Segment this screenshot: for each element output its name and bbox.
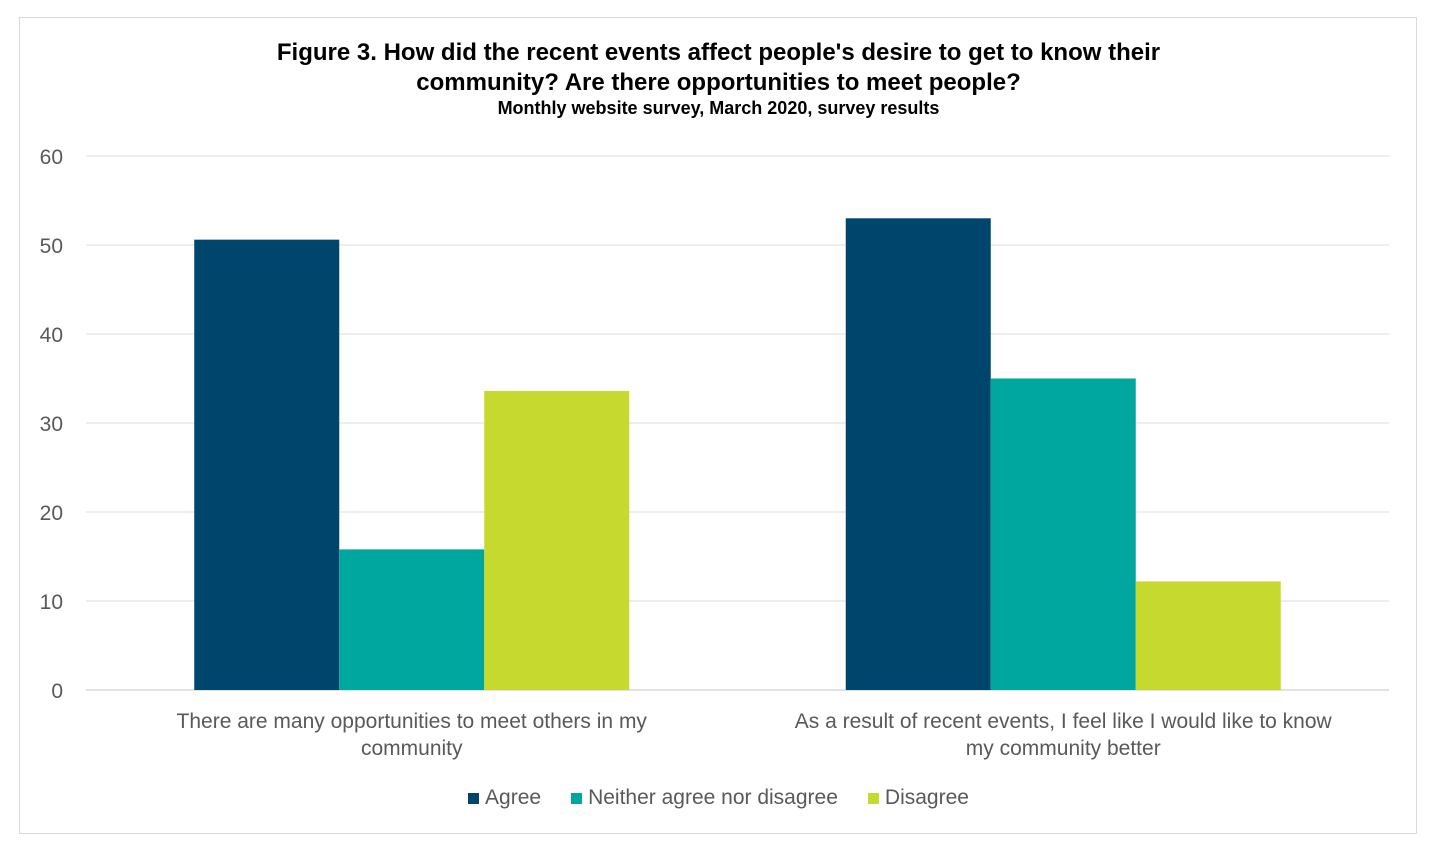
x-category-label: my community better: [966, 737, 1161, 760]
x-category-label: community: [361, 737, 463, 760]
y-tick-label: 10: [40, 591, 63, 614]
legend-swatch-agree: [468, 792, 480, 804]
y-tick-label: 0: [51, 680, 63, 703]
x-category-label: As a result of recent events, I feel lik…: [795, 710, 1333, 733]
legend-item-agree: Agree: [468, 786, 541, 810]
legend-swatch-neither: [571, 792, 583, 804]
x-category-label: There are many opportunities to meet oth…: [177, 710, 648, 733]
bar-agree: [194, 239, 340, 690]
legend-item-neither: Neither agree nor disagree: [571, 786, 838, 810]
chart-title-line-2: community? Are there opportunities to me…: [416, 69, 1021, 96]
y-tick-label: 40: [40, 324, 63, 347]
bar-neither-agree-nor-disagree: [990, 378, 1136, 690]
y-tick-label: 20: [40, 502, 63, 525]
chart-subtitle: Monthly website survey, March 2020, surv…: [497, 98, 940, 118]
legend-label-agree: Agree: [485, 786, 542, 809]
bar-neither-agree-nor-disagree: [339, 549, 485, 690]
x-axis-category-labels: There are many opportunities to meet oth…: [177, 710, 1333, 760]
legend-swatch-disagree: [867, 792, 879, 804]
y-tick-label: 50: [40, 235, 63, 258]
y-axis-tick-labels: 0 10 20 30 40 50 60: [40, 146, 63, 703]
legend-label-disagree: Disagree: [884, 786, 969, 809]
bar-disagree: [484, 390, 630, 690]
y-tick-label: 30: [40, 413, 63, 436]
chart-legend: Agree Neither agree nor disagree Disagre…: [0, 786, 1437, 810]
bar-disagree: [1135, 581, 1281, 690]
y-tick-label: 60: [40, 146, 63, 169]
chart-title-line-1: Figure 3. How did the recent events affe…: [276, 39, 1161, 66]
bar-agree: [845, 218, 991, 691]
bars: [194, 218, 1281, 691]
legend-label-neither: Neither agree nor disagree: [588, 786, 838, 809]
legend-item-disagree: Disagree: [867, 786, 969, 810]
chart-title-block: Figure 3. How did the recent events affe…: [0, 38, 1437, 120]
